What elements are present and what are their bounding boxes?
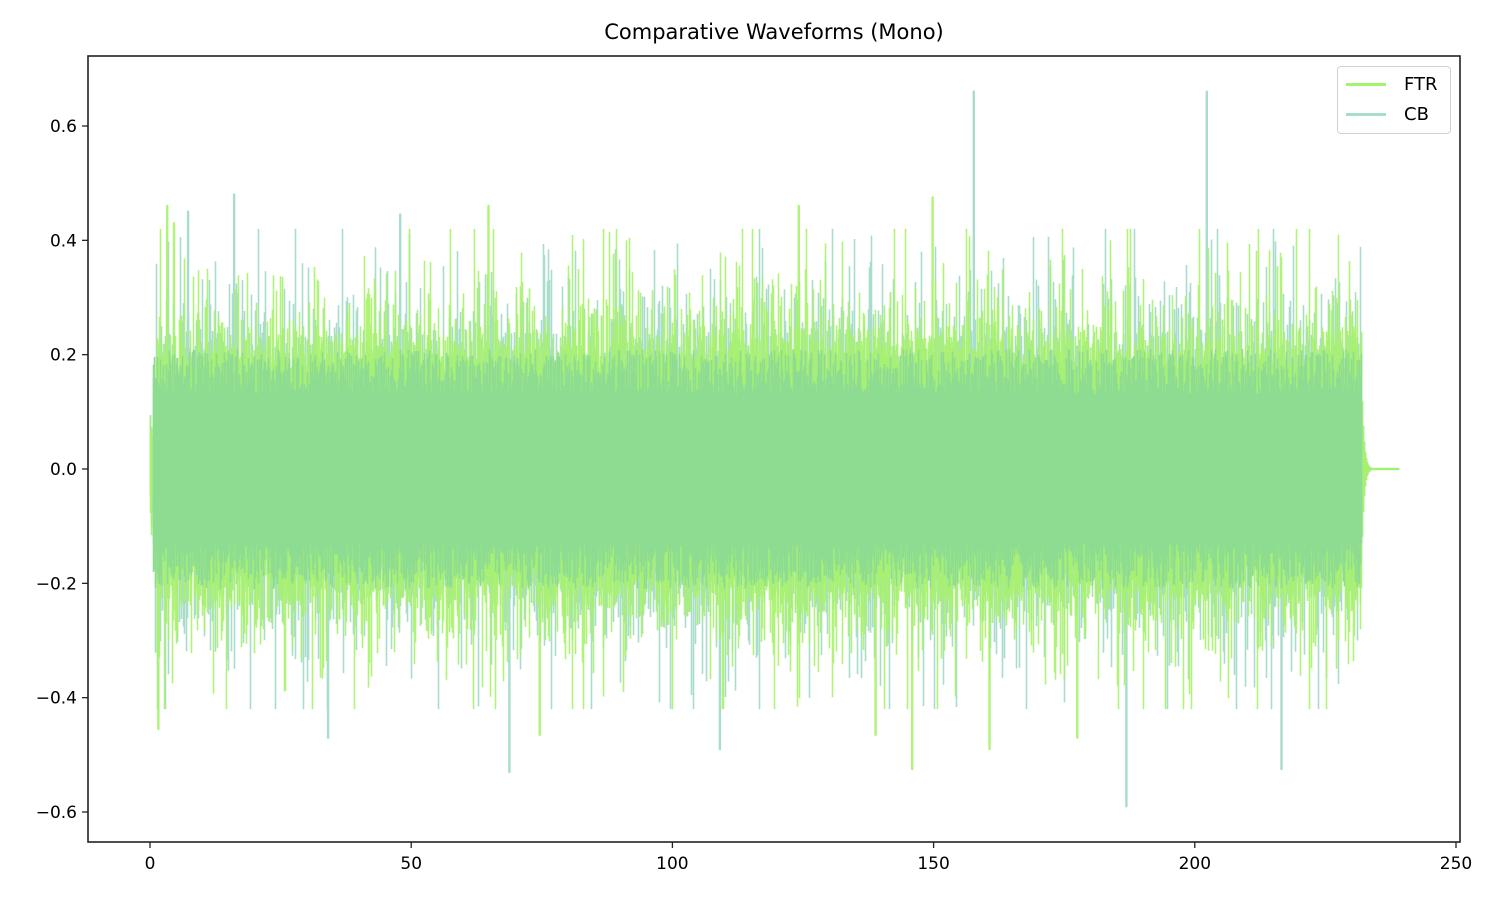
y-tick-label: 0.4 xyxy=(50,231,77,251)
y-tick-label: −0.2 xyxy=(36,574,77,594)
y-tick-label: −0.6 xyxy=(36,803,77,823)
waveform-overlap-core xyxy=(152,349,1363,589)
legend-swatch-ftr xyxy=(1346,82,1386,86)
y-tick-label: 0.6 xyxy=(50,117,77,137)
legend-swatch-cb xyxy=(1346,112,1386,116)
legend-item-ftr: FTR xyxy=(1346,72,1438,96)
chart-title: Comparative Waveforms (Mono) xyxy=(604,20,944,44)
y-tick-label: 0.0 xyxy=(50,460,77,480)
axes-frame xyxy=(87,55,1461,843)
legend-item-cb: CB xyxy=(1346,102,1429,126)
x-tick-label: 200 xyxy=(1179,854,1211,874)
x-tick-label: 50 xyxy=(400,854,422,874)
waveform-peaks-ftr xyxy=(157,196,1079,771)
y-axis: −0.6 −0.4 −0.2 0.0 0.2 0.4 0.6 xyxy=(36,117,88,823)
x-tick-label: 250 xyxy=(1440,854,1472,874)
legend: FTR CB xyxy=(1337,66,1451,134)
y-tick-label: −0.4 xyxy=(36,689,77,709)
legend-label-cb: CB xyxy=(1404,103,1429,125)
waveform-group xyxy=(149,90,1400,808)
legend-label-ftr: FTR xyxy=(1404,73,1438,95)
x-tick-label: 100 xyxy=(656,854,688,874)
x-tick-label: 0 xyxy=(145,854,156,874)
x-tick-label: 150 xyxy=(917,854,949,874)
y-tick-label: 0.2 xyxy=(50,346,77,366)
x-axis: 0 50 100 150 200 250 xyxy=(145,842,1472,874)
